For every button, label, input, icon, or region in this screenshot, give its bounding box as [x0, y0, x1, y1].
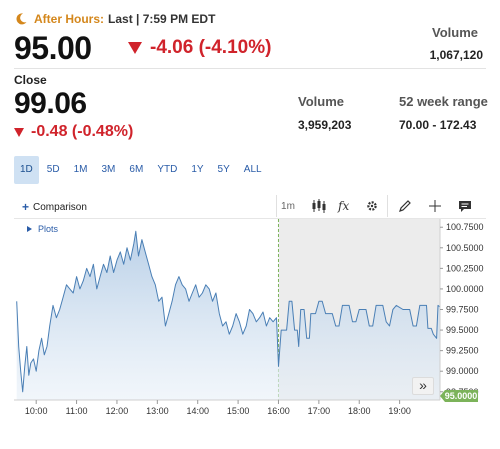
chat-icon	[459, 201, 471, 212]
current-price-label: 95.0000	[445, 391, 478, 401]
close-volume-label: Volume	[298, 94, 344, 109]
expand-icon: »	[419, 377, 427, 393]
chart-toolbar: + Comparison 1m fx	[14, 193, 486, 219]
range-button-1d[interactable]: 1D	[14, 156, 39, 184]
plots-toggle[interactable]: Plots	[27, 224, 58, 234]
fx-icon: fx	[337, 199, 349, 213]
x-tick-label: 15:00	[227, 406, 250, 416]
y-tick-label: 99.5000	[446, 325, 479, 335]
draw-button[interactable]	[396, 198, 414, 214]
x-tick-label: 19:00	[388, 406, 411, 416]
plots-label: Plots	[38, 224, 59, 234]
studies-button[interactable]: fx	[336, 198, 354, 214]
range-button-all[interactable]: ALL	[243, 164, 262, 175]
close-price: 99.06	[14, 87, 87, 120]
x-tick-label: 17:00	[308, 406, 331, 416]
settings-button[interactable]	[363, 198, 381, 214]
y-tick-label: 99.7500	[446, 305, 479, 315]
interval-label: 1m	[281, 200, 295, 212]
after-hours-change-value: -4.06 (-4.10%)	[150, 37, 272, 58]
interval-selector[interactable]: 1m	[278, 198, 298, 214]
x-tick-label: 18:00	[348, 406, 371, 416]
x-tick-label: 13:00	[146, 406, 169, 416]
comments-button[interactable]	[456, 198, 474, 214]
comparison-button[interactable]: + Comparison	[22, 200, 87, 214]
range-button-1y[interactable]: 1Y	[191, 164, 204, 175]
gear-icon	[367, 201, 377, 211]
close-change: -0.48 (-0.48%)	[14, 123, 133, 141]
crosshair-icon	[429, 200, 441, 212]
expand-button[interactable]: »	[412, 377, 434, 395]
range-button-ytd[interactable]: YTD	[157, 164, 178, 175]
crosshair-button[interactable]	[426, 198, 444, 214]
range-button-5d[interactable]: 5D	[46, 164, 60, 175]
range-button-3m[interactable]: 3M	[101, 164, 116, 175]
y-tick-label: 100.5000	[446, 243, 484, 253]
y-tick-label: 100.7500	[446, 222, 484, 232]
x-tick-label: 12:00	[106, 406, 129, 416]
range-button-6m[interactable]: 6M	[129, 164, 144, 175]
down-arrow-icon	[14, 127, 24, 137]
toolbar-separator	[276, 195, 277, 217]
down-arrow-icon	[128, 42, 142, 54]
y-tick-label: 100.0000	[446, 284, 484, 294]
y-tick-label: 99.2500	[446, 346, 479, 356]
close-label: Close	[14, 73, 47, 87]
close-volume-value: 3,959,203	[298, 118, 352, 132]
after-hours-label: After Hours:	[34, 12, 105, 26]
pencil-icon	[399, 200, 411, 212]
price-chart[interactable]: 100.7500 100.5000 100.2500 100.0000 99.7500 9…	[0, 215, 500, 425]
caret-right-icon	[27, 226, 32, 232]
after-hours-volume-label: Volume	[432, 25, 478, 40]
week-range-value: 70.00 - 172.43	[399, 118, 477, 132]
range-selector: 1D 5D 1M 3M 6M YTD 1Y 5Y ALL	[14, 156, 270, 184]
close-change-value: -0.48 (-0.48%)	[31, 123, 134, 140]
header-divider	[14, 68, 486, 69]
after-hours-volume-value: 1,067,120	[429, 48, 483, 62]
after-hours-time: Last | 7:59 PM EDT	[108, 12, 216, 26]
y-tick-label: 100.2500	[446, 263, 484, 273]
svg-text:fx: fx	[337, 199, 349, 213]
plus-icon: +	[22, 200, 30, 214]
candlestick-icon	[312, 199, 326, 213]
moon-icon	[16, 13, 27, 25]
x-tick-label: 10:00	[25, 406, 48, 416]
x-tick-label: 16:00	[267, 406, 290, 416]
after-hours-price: 95.00	[14, 30, 92, 66]
chart-type-button[interactable]	[310, 198, 328, 214]
toolbar-separator	[387, 195, 388, 217]
range-button-1m[interactable]: 1M	[73, 164, 88, 175]
range-button-5y[interactable]: 5Y	[217, 164, 230, 175]
current-price-flag	[440, 390, 478, 402]
x-tick-label: 11:00	[66, 406, 88, 416]
after-hours-row: After Hours: Last | 7:59 PM EDT	[14, 10, 215, 28]
price-line	[16, 230, 441, 393]
week-range-label: 52 week range	[399, 94, 488, 109]
price-area-fill	[16, 231, 440, 400]
y-tick-label: 99.0000	[446, 366, 479, 376]
x-tick-label: 14:00	[186, 406, 209, 416]
after-hours-change: -4.06 (-4.10%)	[128, 37, 271, 59]
comparison-label: Comparison	[33, 201, 87, 213]
